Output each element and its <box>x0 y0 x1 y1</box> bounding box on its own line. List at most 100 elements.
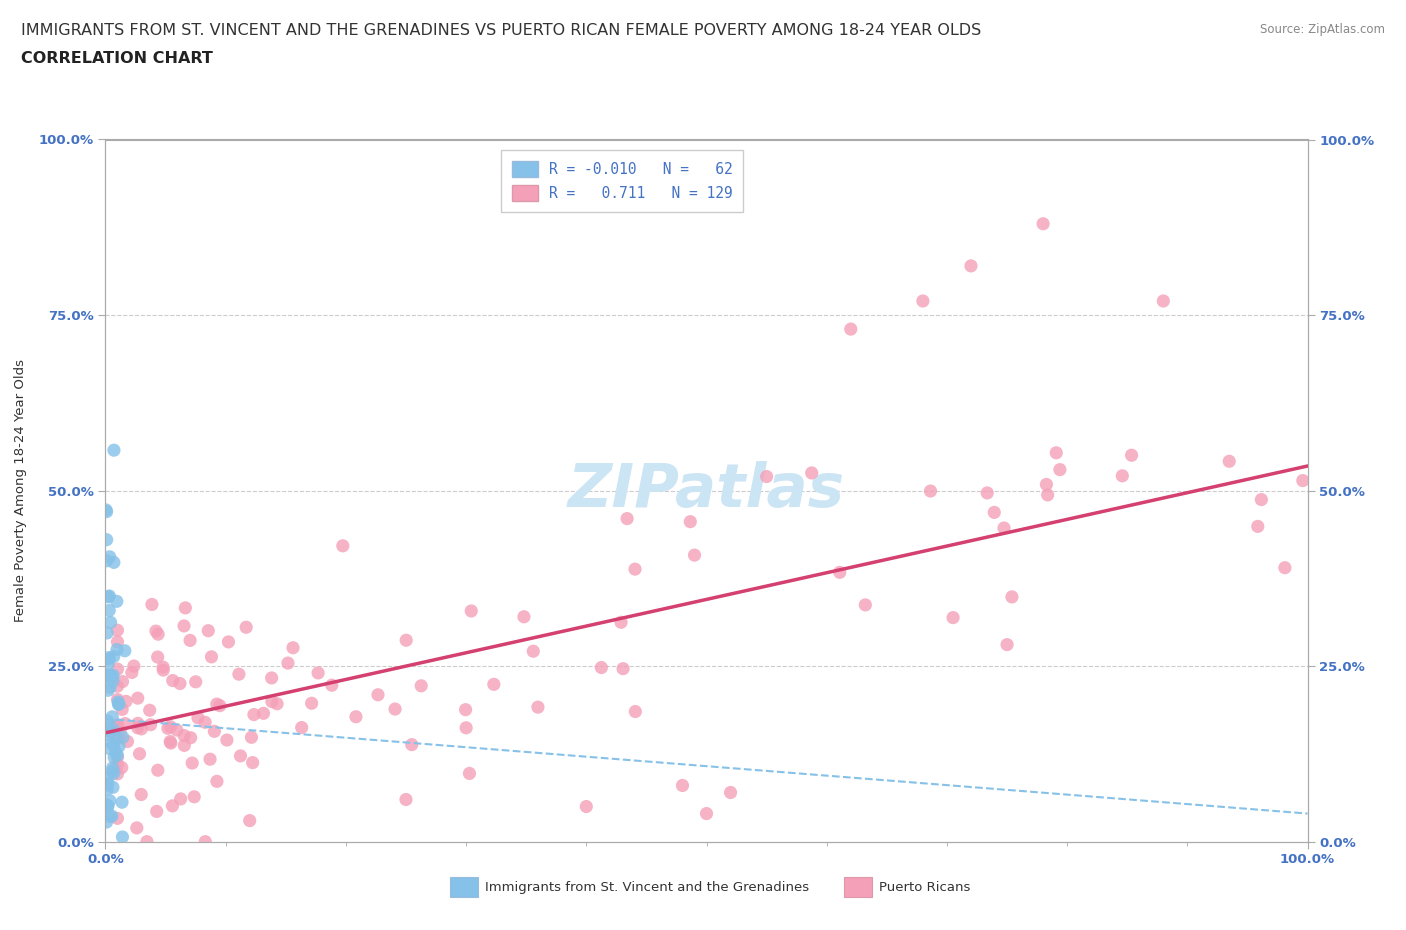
Point <box>107 679 129 694</box>
Point <box>117 734 139 749</box>
Point <box>624 562 647 577</box>
Point <box>101 761 124 776</box>
Point <box>671 778 693 793</box>
Point <box>384 701 406 716</box>
Point <box>104 745 127 760</box>
Point <box>162 799 184 814</box>
Point <box>97 657 120 671</box>
Point <box>98 668 121 683</box>
Point <box>107 750 129 764</box>
Point <box>111 830 134 844</box>
Point <box>291 720 314 735</box>
Point <box>179 633 201 648</box>
Point <box>152 663 174 678</box>
Point <box>94 797 117 812</box>
Point <box>591 660 613 675</box>
Point <box>152 659 174 674</box>
Point <box>94 502 117 517</box>
Point <box>101 764 124 778</box>
Point <box>96 799 118 814</box>
Point <box>1045 445 1067 460</box>
Point <box>173 618 195 633</box>
Point <box>1292 473 1315 488</box>
Point <box>96 720 118 735</box>
Point <box>103 649 125 664</box>
Point <box>159 734 181 749</box>
Point <box>108 697 131 711</box>
Point <box>101 809 124 824</box>
Point <box>208 698 231 713</box>
Point <box>460 604 482 618</box>
Point <box>107 692 129 707</box>
Point <box>97 798 120 813</box>
Point <box>411 678 433 693</box>
Point <box>146 627 169 642</box>
Point <box>194 715 217 730</box>
Point <box>107 811 129 826</box>
Point <box>145 624 167 639</box>
Point <box>100 669 122 684</box>
Point <box>103 766 125 781</box>
Point <box>107 623 129 638</box>
Point <box>513 609 536 624</box>
Point <box>103 443 125 458</box>
Point <box>243 707 266 722</box>
Point <box>105 642 128 657</box>
Point <box>260 671 283 685</box>
Point <box>139 717 162 732</box>
Point <box>229 749 252 764</box>
Point <box>97 650 120 665</box>
Point <box>101 736 124 751</box>
Point <box>110 724 132 738</box>
Point <box>107 766 129 781</box>
Point <box>169 791 191 806</box>
Point <box>1152 294 1174 309</box>
Point <box>98 680 121 695</box>
Text: Immigrants from St. Vincent and the Grenadines: Immigrants from St. Vincent and the Gren… <box>485 881 810 894</box>
Point <box>1035 477 1057 492</box>
Point <box>166 723 188 737</box>
Point <box>96 770 118 785</box>
Point <box>344 710 367 724</box>
Point <box>755 469 778 484</box>
Point <box>205 774 228 789</box>
Point <box>98 724 121 738</box>
Y-axis label: Female Poverty Among 18-24 Year Olds: Female Poverty Among 18-24 Year Olds <box>14 359 27 622</box>
Point <box>401 737 423 752</box>
Point <box>127 721 149 736</box>
Point <box>103 555 125 570</box>
Point <box>456 721 478 736</box>
Point <box>114 716 136 731</box>
Point <box>98 550 121 565</box>
Point <box>98 652 121 667</box>
Point <box>976 485 998 500</box>
Point <box>105 748 128 763</box>
Point <box>145 804 167 819</box>
Point <box>242 755 264 770</box>
Point <box>993 521 1015 536</box>
Point <box>307 666 329 681</box>
Point <box>228 667 250 682</box>
Point <box>101 673 124 688</box>
Point <box>103 750 125 764</box>
Point <box>260 694 283 709</box>
Point <box>98 589 121 604</box>
Point <box>174 601 197 616</box>
Point <box>239 813 262 828</box>
Point <box>720 785 742 800</box>
Point <box>911 294 934 309</box>
Point <box>200 649 222 664</box>
Text: Puerto Ricans: Puerto Ricans <box>879 881 970 894</box>
Point <box>96 504 118 519</box>
Point <box>103 737 125 752</box>
Point <box>156 721 179 736</box>
Point <box>839 322 862 337</box>
Point <box>111 730 134 745</box>
Point <box>104 729 127 744</box>
Point <box>458 766 481 781</box>
Point <box>321 678 343 693</box>
Point <box>129 787 152 802</box>
Point <box>332 538 354 553</box>
Point <box>367 687 389 702</box>
Point <box>107 695 129 710</box>
